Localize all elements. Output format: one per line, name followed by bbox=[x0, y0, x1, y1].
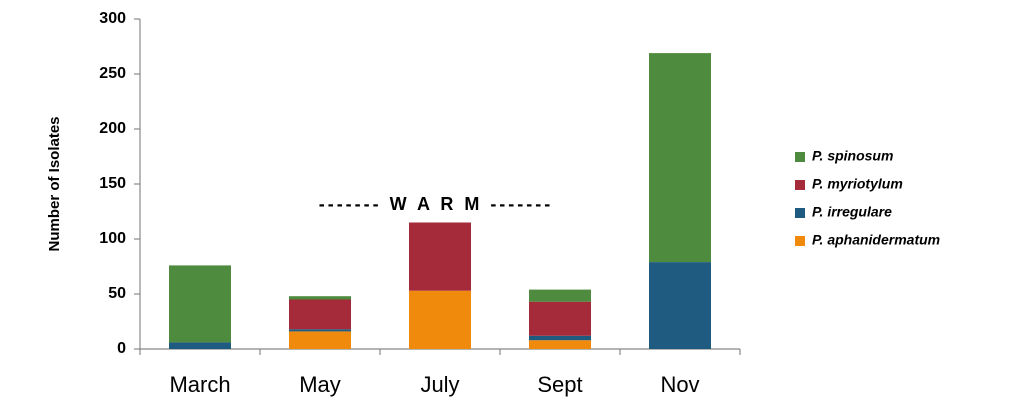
bar-segment bbox=[289, 299, 351, 330]
y-tick-label: 150 bbox=[99, 175, 126, 192]
bar-segment bbox=[529, 335, 591, 341]
y-tick-label: 200 bbox=[99, 120, 126, 137]
y-axis-title: Number of Isolates bbox=[46, 116, 63, 251]
x-tick-label: July bbox=[420, 372, 459, 397]
legend-swatch bbox=[795, 208, 805, 218]
y-tick-label: 250 bbox=[99, 65, 126, 82]
bar-segment bbox=[169, 342, 231, 349]
x-tick-label: March bbox=[169, 372, 230, 397]
bar-segment bbox=[649, 53, 711, 263]
bar-segment bbox=[289, 296, 351, 300]
bar-segment bbox=[169, 265, 231, 343]
bar-segment bbox=[649, 262, 711, 349]
legend-swatch bbox=[795, 152, 805, 162]
bar-segment bbox=[289, 329, 351, 332]
y-tick-label: 0 bbox=[117, 340, 126, 357]
x-tick-label: Nov bbox=[660, 372, 699, 397]
annotation: ------- W A R M ------- bbox=[319, 194, 554, 214]
legend-label: P. myriotylum bbox=[812, 176, 903, 192]
legend-swatch bbox=[795, 180, 805, 190]
legend-label: P. spinosum bbox=[812, 148, 893, 164]
y-tick-label: 100 bbox=[99, 230, 126, 247]
bar-segment bbox=[409, 290, 471, 349]
x-tick-label: Sept bbox=[537, 372, 582, 397]
legend-swatch bbox=[795, 236, 805, 246]
legend-label: P. irregulare bbox=[812, 204, 892, 220]
bar-segment bbox=[289, 331, 351, 349]
legend-label: P. aphanidermatum bbox=[812, 232, 940, 248]
y-tick-label: 300 bbox=[99, 10, 126, 27]
bar-segment bbox=[529, 289, 591, 302]
y-tick-label: 50 bbox=[108, 285, 126, 302]
bar-segment bbox=[409, 222, 471, 291]
bar-segment bbox=[529, 340, 591, 349]
bar-segment bbox=[529, 301, 591, 336]
x-tick-label: May bbox=[299, 372, 341, 397]
